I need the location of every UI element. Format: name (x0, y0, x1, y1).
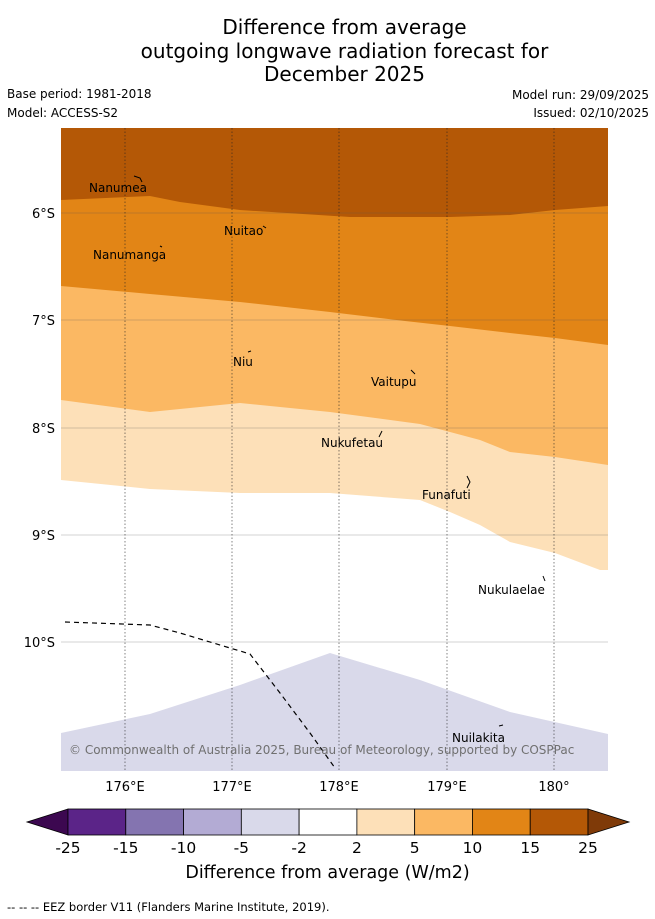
label-nanumea: Nanumea (89, 181, 147, 195)
label-nuitao: Nuitao (224, 224, 263, 238)
island-nukufetau-shape (378, 430, 383, 438)
title-line-1: Difference from average (222, 15, 467, 39)
lat-label-10s: 10°S (24, 636, 55, 651)
colorbar-segment (298, 808, 358, 836)
colorbar-tick-label: 25 (578, 839, 598, 857)
lat-label-7s: 7°S (32, 314, 55, 329)
eez-legend-note: -- -- -- EEZ border V11 (Flanders Marine… (7, 900, 330, 914)
lon-label-178e: 178°E (319, 780, 359, 795)
label-funafuti: Funafuti (422, 488, 471, 502)
colorbar-title: Difference from average (W/m2) (185, 863, 470, 883)
colorbar-extend-high (587, 808, 631, 836)
island-nanumanga-shape (159, 245, 163, 248)
lon-label-180: 180° (538, 780, 569, 795)
eez-border (64, 621, 336, 769)
place-labels: Nanumea Nuitao Nanumanga Niu Vaitupu Nuk… (89, 181, 545, 745)
label-nanumanga: Nanumanga (93, 248, 166, 262)
label-niu: Niu (233, 355, 253, 369)
title-line-2: outgoing longwave radiation forecast for (140, 38, 549, 63)
island-nanumea-shape (133, 175, 143, 183)
colorbar-tick-label: -15 (113, 839, 138, 857)
label-nukufetau: Nukufetau (321, 436, 383, 450)
model-run: Model run: 29/09/2025 (511, 88, 649, 102)
longitude-axis-labels: 176°E 177°E 178°E 179°E 180° (105, 780, 569, 795)
island-vaitupu-shape (410, 369, 416, 375)
latitude-axis-labels: 6°S 7°S 8°S 9°S 10°S (24, 207, 55, 651)
colorbar-ticks: -25 -15 -10 -5 -2 2 5 10 15 25 (55, 839, 598, 857)
lat-label-6s: 6°S (32, 207, 55, 222)
colorbar-segment (414, 808, 473, 836)
colorbar-tick-label: -2 (291, 839, 306, 857)
model-name: Model: ACCESS-S2 (7, 106, 119, 120)
colorbar-segment (183, 808, 242, 836)
title-line-3: December 2025 (264, 62, 425, 86)
label-vaitupu: Vaitupu (371, 375, 417, 389)
colorbar-segment (472, 808, 531, 836)
colorbar-tick-label: -25 (55, 839, 80, 857)
lat-label-8s: 8°S (32, 422, 55, 437)
colorbar (25, 808, 631, 836)
issued-date: Issued: 02/10/2025 (533, 106, 649, 120)
island-nukulaelae-shape (542, 575, 546, 582)
island-nuilakita-shape (498, 724, 504, 727)
band-light-purple (61, 653, 608, 771)
colorbar-tick-label: 5 (410, 839, 420, 857)
islands (133, 175, 546, 727)
label-nuilakita: Nuilakita (452, 731, 505, 745)
map-title: Difference from average outgoing longwav… (0, 15, 655, 87)
latitude-gridlines (61, 212, 608, 643)
colorbar-tick-label: 2 (352, 839, 362, 857)
base-period: Base period: 1981-2018 (7, 87, 152, 101)
colorbar-segment (125, 808, 184, 836)
colorbar-tick-label: -5 (234, 839, 249, 857)
band-brown (61, 128, 608, 217)
island-funafuti-shape (466, 475, 471, 489)
lon-label-179e: 179°E (427, 780, 467, 795)
colorbar-tick-label: -10 (171, 839, 196, 857)
label-nukulaelae: Nukulaelae (478, 583, 545, 597)
lon-label-177e: 177°E (212, 780, 252, 795)
lon-label-176e: 176°E (105, 780, 145, 795)
colorbar-segment (529, 808, 589, 836)
copyright-notice: © Commonwealth of Australia 2025, Bureau… (69, 743, 574, 757)
longitude-gridlines (124, 128, 555, 771)
colorbar-extend-low (25, 808, 69, 836)
contour-fill (61, 128, 608, 771)
colorbar-tick-label: 15 (520, 839, 540, 857)
colorbar-segment (356, 808, 416, 836)
colorbar-tick-label: 10 (463, 839, 483, 857)
island-niu-shape (247, 350, 252, 353)
lat-label-9s: 9°S (32, 529, 55, 544)
island-nuitao-shape (262, 225, 267, 229)
colorbar-segment (67, 808, 127, 836)
colorbar-segment (240, 808, 300, 836)
